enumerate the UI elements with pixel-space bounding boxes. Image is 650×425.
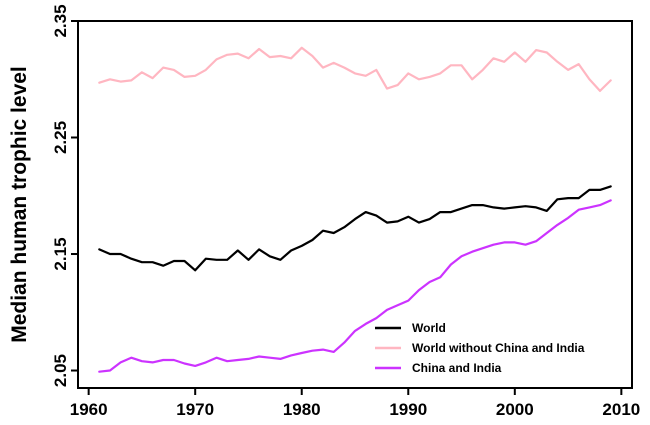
y-axis-title: Median human trophic level: [8, 66, 31, 343]
y-tick-label: 2.35: [51, 4, 70, 37]
x-tick-label: 1970: [176, 400, 214, 419]
x-tick-label: 1960: [70, 400, 108, 419]
plot-frame: [77, 20, 633, 389]
x-tick-label: 1980: [283, 400, 321, 419]
legend-label: World: [412, 321, 446, 335]
y-tick-label: 2.15: [51, 237, 70, 270]
chart-legend: World World without China and India China …: [375, 321, 585, 375]
legend-label: China and India: [412, 361, 502, 375]
y-tick-label: 2.25: [51, 121, 70, 154]
x-tick-label: 1990: [389, 400, 427, 419]
y-tick-label: 2.05: [51, 354, 70, 387]
chart-axes: 2.05 2.15 2.25 2.35 1960 1970 1980 1990 2000 2010…: [8, 4, 640, 419]
series-line-2: [98, 46, 612, 93]
series-line-1: [98, 185, 612, 272]
chart-series: [98, 46, 612, 373]
x-tick-label: 2010: [602, 400, 640, 419]
series-line-3: [98, 199, 612, 373]
legend-label: World without China and India: [412, 341, 585, 355]
x-tick-label: 2000: [496, 400, 534, 419]
